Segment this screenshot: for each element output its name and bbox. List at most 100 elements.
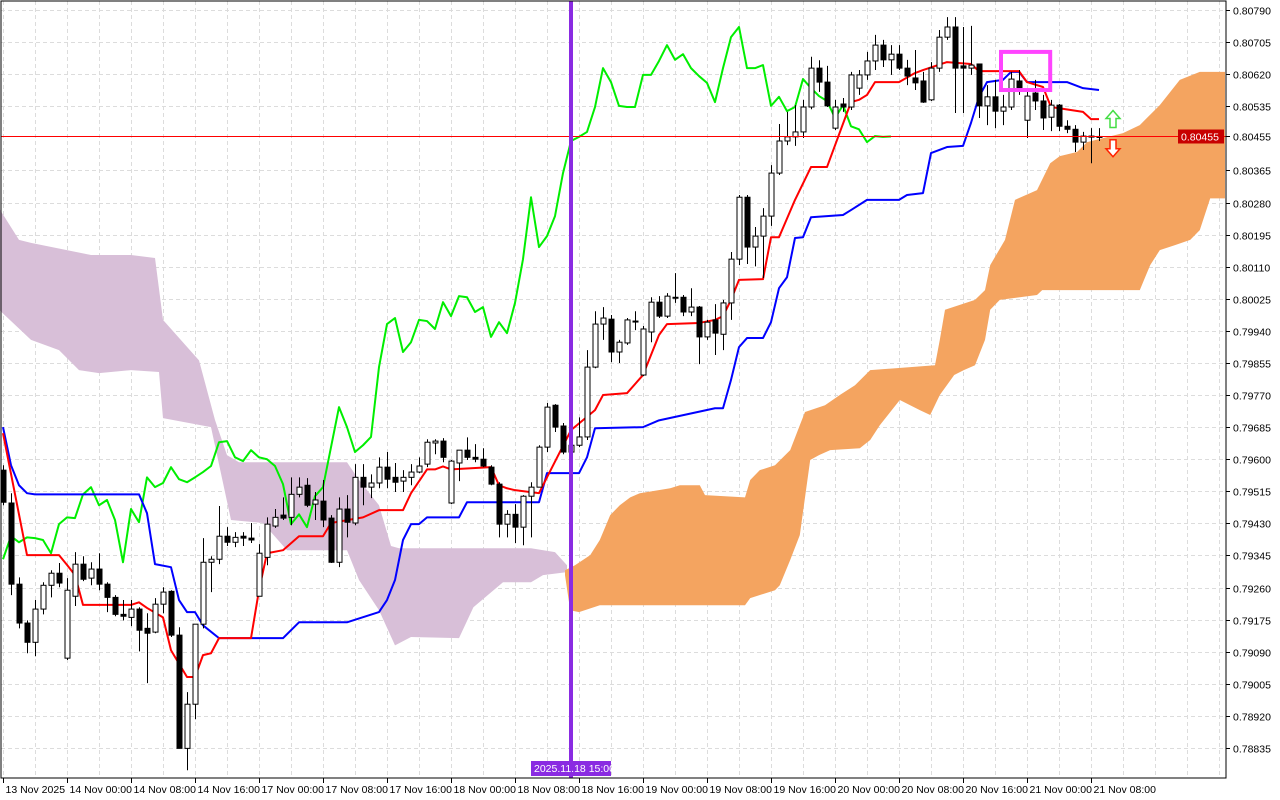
- candle-body: [936, 36, 943, 69]
- candle-bullish: [88, 562, 95, 586]
- candle-bullish: [576, 417, 583, 448]
- candle-bullish: [832, 99, 839, 131]
- candle-body: [848, 74, 855, 108]
- candle-bearish: [176, 627, 183, 749]
- candle-bullish: [800, 99, 807, 138]
- candle-bearish: [920, 71, 927, 103]
- price-tick-label: 0.79345: [1233, 551, 1271, 563]
- candle-bullish: [648, 297, 655, 343]
- candle-body: [392, 476, 399, 483]
- price-tick-label: 0.78920: [1233, 712, 1271, 724]
- candle-body: [96, 568, 103, 585]
- time-marker-label: 2025.11.18 15:00: [534, 763, 615, 775]
- price-axis[interactable]: 0.80790 0.80705 0.80620 0.80535 0.80455 0.803…: [1226, 6, 1271, 756]
- candle-body: [144, 627, 151, 634]
- candle-bullish: [1048, 99, 1055, 132]
- candle-body: [416, 465, 423, 473]
- candle-body: [240, 535, 247, 539]
- candle-bullish: [792, 105, 799, 146]
- candle-body: [640, 328, 647, 376]
- candle-body: [344, 508, 351, 523]
- candle-bearish: [904, 59, 911, 86]
- candle-body: [1056, 104, 1063, 127]
- time-axis[interactable]: 13 Nov 2025 14 Nov 00:00 14 Nov 08:00 14 No…: [3, 778, 1157, 796]
- candle-bullish: [632, 311, 639, 331]
- candle-body: [424, 441, 431, 465]
- candle-body: [800, 106, 807, 133]
- candle-body: [584, 366, 591, 438]
- candle-bullish: [208, 556, 215, 593]
- candle-body: [112, 596, 119, 615]
- candle-body: [136, 608, 143, 631]
- candle-bullish: [544, 402, 551, 453]
- candle-body: [352, 476, 359, 524]
- candle-body: [88, 568, 95, 579]
- candle-bullish: [968, 25, 975, 75]
- candle-body: [192, 623, 199, 705]
- candle-bullish: [736, 194, 743, 266]
- time-tick-label: 19 Nov 16:00: [774, 784, 837, 796]
- candle-bearish: [896, 45, 903, 71]
- candle-body: [840, 103, 847, 108]
- candle-body: [80, 563, 87, 580]
- candle-body: [712, 319, 719, 334]
- candle-body: [248, 537, 255, 541]
- current-price-badge: [1178, 129, 1224, 144]
- candle-bearish: [976, 63, 983, 118]
- highlight-box: [999, 49, 1053, 93]
- candle-bullish: [264, 517, 271, 566]
- candle-bullish: [352, 464, 359, 526]
- candle-bearish: [248, 523, 255, 544]
- candle-body: [472, 456, 479, 460]
- candle-bearish: [656, 296, 663, 319]
- candle-body: [400, 476, 407, 482]
- candle-bullish: [256, 544, 263, 597]
- candle-bullish: [520, 495, 527, 546]
- price-tick-label: 0.80705: [1233, 38, 1271, 50]
- candle-body: [160, 591, 167, 605]
- price-tick-label: 0.78835: [1233, 744, 1271, 756]
- candle-bearish: [952, 17, 959, 114]
- cloud-bearish: [0, 209, 567, 646]
- candle-body: [576, 436, 583, 446]
- price-tick-label: 0.79770: [1233, 391, 1271, 403]
- candle-bullish: [528, 482, 535, 538]
- candle-bullish: [784, 111, 791, 146]
- candle-body: [536, 446, 543, 488]
- candle-body: [1016, 80, 1023, 89]
- candle-body: [40, 584, 47, 610]
- price-tick-label: 0.80620: [1233, 70, 1271, 82]
- candle-body: [296, 486, 303, 495]
- candle-body: [704, 321, 711, 338]
- candle-body: [528, 486, 535, 497]
- time-tick-label: 18 Nov 00:00: [454, 784, 517, 796]
- candle-bearish: [280, 497, 287, 520]
- candle-body: [184, 703, 191, 749]
- candle-bullish: [288, 477, 295, 526]
- candle-bullish: [776, 124, 783, 175]
- time-tick-label: 21 Nov 08:00: [1094, 784, 1157, 796]
- candle-bullish: [848, 71, 855, 111]
- candle-bullish: [720, 299, 727, 351]
- candle-body: [24, 622, 31, 643]
- candle-body: [480, 458, 487, 467]
- candle-bearish: [8, 493, 15, 596]
- price-tick-label: 0.79175: [1233, 616, 1271, 628]
- candle-bullish: [448, 459, 455, 505]
- price-tick-label: 0.79940: [1233, 327, 1271, 339]
- candle-bearish: [224, 527, 231, 547]
- candle-bearish: [816, 60, 823, 92]
- candle-bullish: [184, 692, 191, 771]
- ichimoku-cloud: [0, 71, 1225, 646]
- chikou-span-line: [2, 25, 892, 564]
- candle-bearish: [112, 595, 119, 617]
- price-tick-label: 0.79855: [1233, 359, 1271, 371]
- candle-bearish: [840, 97, 847, 112]
- candle-bearish: [120, 600, 127, 621]
- candle-bullish: [704, 319, 711, 340]
- candle-body: [864, 60, 871, 76]
- candle-bearish: [608, 315, 615, 363]
- candle-bullish: [752, 227, 759, 267]
- candle-body: [32, 608, 39, 643]
